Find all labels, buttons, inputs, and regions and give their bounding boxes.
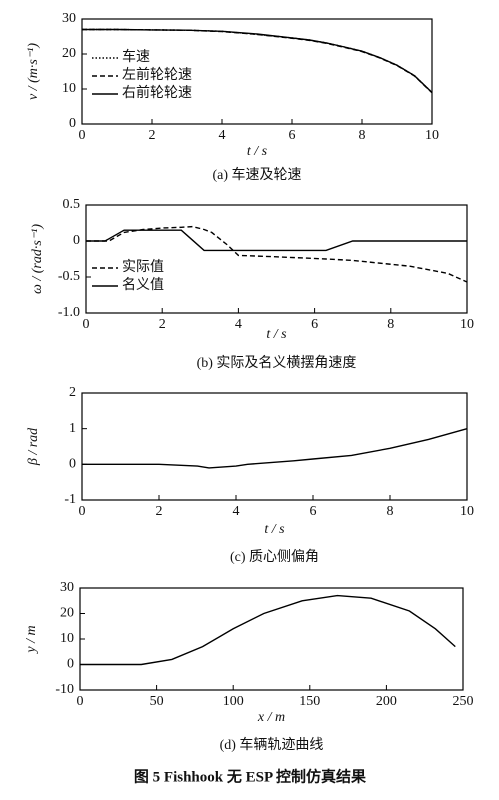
x-tick-label: 4: [233, 504, 240, 519]
y-tick-label: 2: [69, 385, 76, 400]
y-tick-label: 1: [69, 421, 76, 436]
y-tick-label: -10: [55, 682, 74, 697]
x-tick-label: 6: [289, 128, 296, 143]
data-line: [82, 428, 468, 469]
x-tick-label: 150: [299, 694, 320, 709]
x-tick-label: 6: [311, 317, 318, 332]
x-axis-label: x / m: [257, 710, 285, 725]
legend-label: 右前轮轮速: [122, 84, 192, 101]
legend-label: 名义值: [122, 277, 164, 293]
data-line: [86, 229, 467, 252]
subplot-title: (d) 车辆轨迹曲线: [220, 736, 324, 753]
x-tick-label: 8: [387, 504, 394, 519]
x-tick-label: 250: [453, 694, 474, 709]
y-tick-label: 0: [67, 657, 74, 672]
y-tick-label: 0.5: [63, 197, 81, 212]
x-tick-label: 10: [460, 317, 474, 332]
legend-label: 左前轮轮速: [122, 66, 192, 83]
x-tick-label: 8: [387, 317, 394, 332]
subplot-title: (c) 质心侧偏角: [230, 549, 319, 565]
y-axis-label: ω / (rad·s⁻¹): [30, 224, 45, 294]
x-axis-label: t / s: [266, 327, 287, 342]
y-tick-label: -1: [64, 492, 76, 507]
legend-label: 车速: [122, 48, 150, 65]
figure-caption: 图 5 Fishhook 无 ESP 控制仿真结果: [134, 767, 367, 785]
plot-frame: [79, 587, 464, 691]
x-tick-label: 2: [149, 128, 156, 143]
data-line: [80, 594, 456, 666]
x-tick-label: 4: [235, 317, 242, 332]
y-tick-label: 10: [60, 631, 74, 646]
x-tick-label: 0: [79, 504, 86, 519]
y-axis-label: v / (m·s⁻¹): [26, 43, 41, 100]
plot-frame: [81, 392, 468, 501]
y-tick-label: 0: [69, 116, 76, 131]
x-tick-label: 0: [77, 694, 84, 709]
y-tick-label: 10: [62, 81, 76, 96]
x-tick-label: 2: [156, 504, 163, 519]
y-axis-label: y / m: [24, 625, 39, 654]
x-tick-label: 10: [425, 128, 439, 143]
x-axis-label: t / s: [264, 522, 285, 537]
y-tick-label: -1.0: [58, 305, 80, 320]
y-tick-label: 20: [60, 606, 74, 621]
data-line: [86, 225, 468, 283]
x-tick-label: 200: [376, 694, 397, 709]
y-axis-label: β / rad: [26, 427, 41, 466]
subplot-title: (b) 实际及名义横摆角速度: [197, 355, 357, 371]
x-tick-label: 2: [159, 317, 166, 332]
y-tick-label: 30: [62, 11, 76, 26]
x-tick-label: 100: [223, 694, 244, 709]
x-tick-label: 10: [460, 504, 474, 519]
x-tick-label: 4: [219, 128, 226, 143]
y-tick-label: 0: [69, 457, 76, 472]
subplot-title: (a) 车速及轮速: [212, 166, 301, 183]
x-axis-label: t / s: [247, 144, 268, 159]
plot-frame: [81, 18, 433, 125]
plot-frame: [85, 204, 468, 314]
y-tick-label: 30: [60, 580, 74, 595]
x-tick-label: 6: [310, 504, 317, 519]
legend-label: 实际值: [122, 259, 164, 275]
x-tick-label: 50: [150, 694, 164, 709]
y-tick-label: -0.5: [58, 269, 80, 284]
data-line: [82, 28, 433, 94]
x-tick-label: 0: [79, 128, 86, 143]
x-tick-label: 8: [359, 128, 366, 143]
y-tick-label: 20: [62, 46, 76, 61]
y-tick-label: 0: [73, 233, 80, 248]
x-tick-label: 0: [83, 317, 90, 332]
